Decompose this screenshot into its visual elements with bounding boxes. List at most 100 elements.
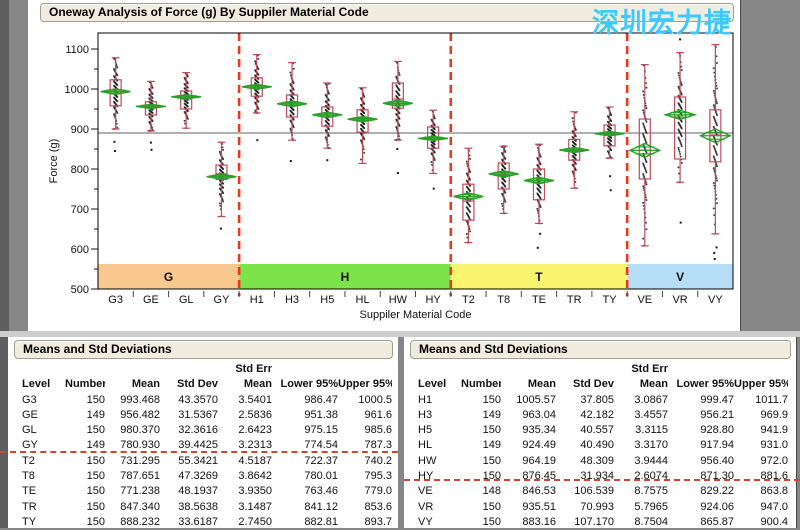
data-point[interactable] [714,149,717,152]
data-point[interactable] [679,99,682,101]
data-point[interactable] [115,122,118,125]
data-point[interactable] [715,84,718,87]
data-point[interactable] [148,121,151,123]
data-point[interactable] [469,178,471,181]
data-point[interactable] [325,137,328,140]
table-row[interactable]: VR 150 935.51 70.993 5.7965 924.06 947.0 [418,500,788,515]
data-point[interactable] [222,192,224,194]
data-point[interactable] [574,181,577,183]
data-point[interactable] [572,171,574,174]
data-point[interactable] [678,172,680,175]
data-point[interactable] [363,95,366,98]
data-point[interactable] [537,199,539,202]
data-point[interactable] [678,97,681,99]
data-point[interactable] [360,97,362,99]
data-point[interactable] [501,177,503,179]
data-point[interactable] [324,105,327,107]
data-point[interactable] [257,67,259,70]
data-point[interactable] [292,126,295,128]
data-point[interactable] [539,154,541,157]
level-GL[interactable] [171,71,202,130]
data-point[interactable] [468,228,471,230]
data-point[interactable] [680,84,683,86]
data-point[interactable] [715,132,718,135]
data-point[interactable] [607,151,610,154]
data-point[interactable] [254,96,256,99]
data-point[interactable] [574,168,577,170]
data-point[interactable] [716,143,718,146]
data-point[interactable] [148,116,151,118]
data-point[interactable] [716,124,718,127]
data-point[interactable] [324,120,327,122]
data-point[interactable] [645,221,647,224]
data-point[interactable] [289,71,292,74]
data-point[interactable] [644,139,647,141]
data-point[interactable] [469,230,471,233]
outlier-point[interactable] [150,148,153,151]
level-VY[interactable] [698,43,732,260]
means-panel-right-header[interactable]: Means and Std Deviations [410,340,791,359]
data-point[interactable] [677,166,680,169]
data-point[interactable] [433,117,436,120]
level-H3[interactable] [277,61,307,162]
data-point[interactable] [254,102,257,105]
data-point[interactable] [115,65,118,67]
data-point[interactable] [677,147,680,149]
data-point[interactable] [398,124,401,127]
data-point[interactable] [716,153,718,156]
outlier-point[interactable] [609,189,612,192]
data-point[interactable] [680,135,683,138]
data-point[interactable] [292,124,294,127]
outlier-point[interactable] [219,227,222,230]
outlier-point[interactable] [289,160,292,162]
data-point[interactable] [218,193,221,195]
data-point[interactable] [537,158,539,161]
data-point[interactable] [395,113,398,115]
data-point[interactable] [466,173,469,176]
data-point[interactable] [642,90,645,93]
data-point[interactable] [713,106,716,108]
data-point[interactable] [113,107,116,109]
data-point[interactable] [151,126,153,129]
data-point[interactable] [465,206,468,208]
data-point[interactable] [469,171,471,173]
data-point[interactable] [680,108,683,110]
data-point[interactable] [716,179,718,182]
data-point[interactable] [221,157,224,160]
data-point[interactable] [504,200,507,203]
data-point[interactable] [395,90,398,92]
data-point[interactable] [678,130,681,133]
data-point[interactable] [679,125,682,128]
data-point[interactable] [714,120,717,122]
data-point[interactable] [292,62,294,65]
data-point[interactable] [642,109,645,112]
data-point[interactable] [714,139,717,142]
data-point[interactable] [113,113,115,116]
data-point[interactable] [395,108,398,111]
data-point[interactable] [325,83,328,86]
data-point[interactable] [468,154,471,157]
data-point[interactable] [254,62,257,64]
data-point[interactable] [468,177,471,180]
data-point[interactable] [504,157,507,160]
data-point[interactable] [503,199,506,201]
data-point[interactable] [360,140,363,143]
data-point[interactable] [430,141,433,143]
data-point[interactable] [539,163,542,166]
data-point[interactable] [184,111,186,114]
data-point[interactable] [713,157,716,159]
outlier-point[interactable] [539,232,542,235]
data-point[interactable] [713,136,716,139]
data-point[interactable] [433,115,436,118]
data-point[interactable] [221,198,224,201]
data-point[interactable] [324,136,327,139]
data-point[interactable] [430,152,433,155]
data-point[interactable] [715,177,718,180]
data-point[interactable] [571,140,574,143]
level-GE[interactable] [136,80,166,151]
data-point[interactable] [360,98,363,101]
data-point[interactable] [360,103,362,106]
outlier-point[interactable] [679,221,682,224]
data-point[interactable] [324,100,327,103]
data-point[interactable] [678,129,680,132]
